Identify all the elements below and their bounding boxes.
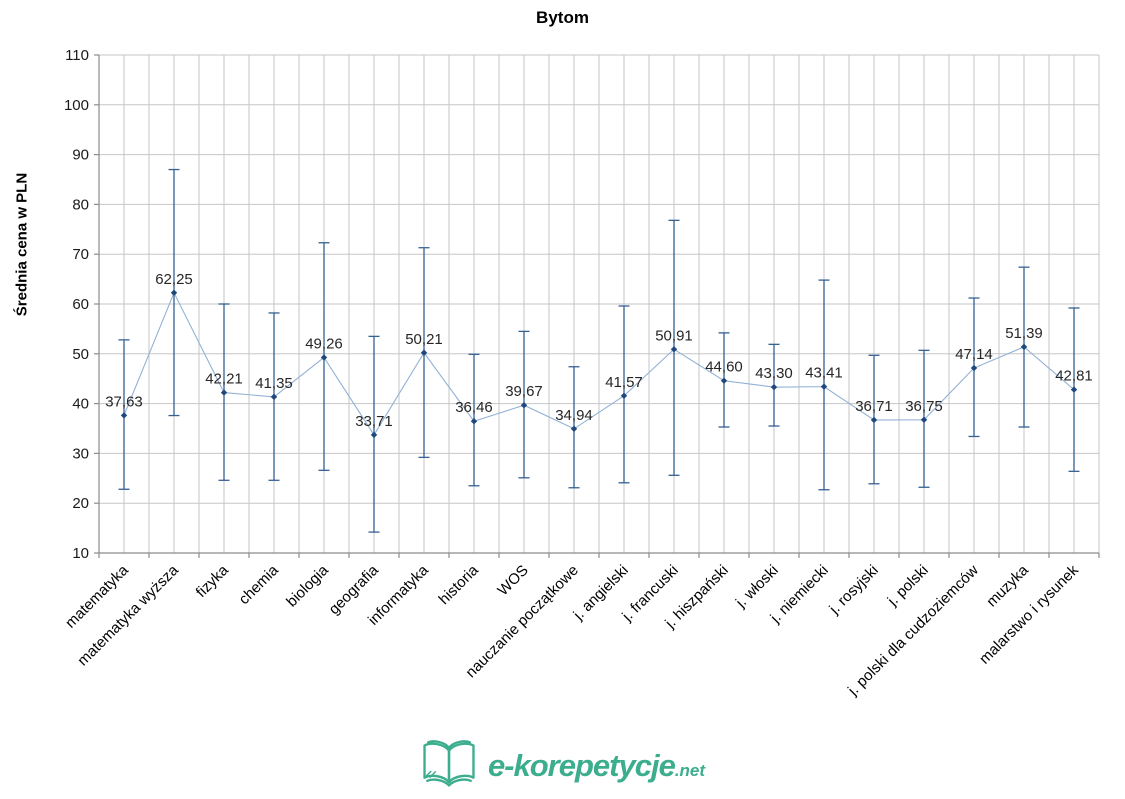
data-label: 37,63 [105,393,143,410]
logo-text: e-korepetycje.net [488,750,705,781]
data-label: 39,67 [505,383,543,400]
data-label: 43,41 [805,365,843,382]
data-point-marker [870,416,878,424]
data-point-marker [820,383,828,390]
data-label: 41,35 [255,375,293,392]
data-point-marker [720,377,728,384]
data-point-marker [620,392,628,399]
data-point-marker [420,349,428,356]
y-tick-label: 30 [72,445,89,462]
data-label: 50,91 [655,327,693,344]
data-point-markers [120,289,1078,439]
y-tick-label: 40 [72,396,89,413]
data-point-marker [370,431,378,439]
price-chart: 102030405060708090100110matematykamatema… [62,47,1100,700]
data-point-marker [770,383,778,391]
x-tick-label: chemia [236,561,283,608]
data-label: 42,81 [1055,368,1093,385]
x-tick-label: j. włoski [732,562,782,612]
x-tick-label: j. polski [884,562,932,610]
data-point-marker [670,346,678,353]
data-label: 41,57 [605,374,643,391]
data-point-marker [470,418,478,425]
axes [94,54,1100,558]
open-book-icon [423,740,475,787]
data-point-marker [170,289,178,296]
x-tick-label: j. rosyjski [825,562,881,618]
data-label: 44,60 [705,359,743,376]
data-point-marker [220,389,228,396]
data-point-marker [1020,343,1028,351]
data-point-marker [920,416,928,423]
data-label: 51,39 [1005,325,1043,342]
y-tick-label: 80 [72,196,89,213]
data-label: 49,26 [305,335,343,352]
data-label: 50,21 [405,331,443,348]
data-labels: 37,63 62,25 42,21 41,35 49,26 33,71 50,21 36,46… [105,271,1093,430]
data-label: 36,46 [455,399,493,416]
data-point-marker [970,364,978,372]
x-tick-label: malarstwo i rysunek [976,561,1082,667]
chart-title: Bytom [536,8,589,27]
data-point-marker [1070,386,1078,393]
y-tick-labels: 10 20 30 40 50 60 70 80 90 100 110 [64,47,89,562]
data-label: 36,71 [855,398,893,415]
y-tick-label: 50 [72,346,89,363]
y-tick-label: 60 [72,296,89,313]
x-tick-label: matematyka wyższa [74,561,182,669]
gridlines [98,54,1100,554]
x-tick-label: historia [436,561,483,608]
y-tick-label: 90 [72,147,89,164]
data-point-marker [320,354,328,361]
logo-tld: .net [674,760,706,780]
footer-logo: e-korepetycje.net [0,733,1125,797]
price-line [123,291,1075,436]
y-tick-label: 110 [65,47,89,64]
data-label: 33,71 [355,413,393,430]
data-point-marker [570,425,578,432]
data-point-marker [520,402,528,409]
y-tick-label: 20 [72,495,89,512]
data-label: 47,14 [955,346,993,363]
data-label: 36,75 [905,398,943,415]
y-tick-label: 100 [64,97,89,114]
data-label: 43,30 [755,365,793,382]
data-label: 62,25 [155,271,193,288]
x-tick-label: fizyka [193,561,233,601]
y-tick-label: 70 [72,246,89,263]
series-line [123,291,1075,436]
data-point-marker [270,393,278,401]
data-label: 34,94 [555,407,593,424]
data-point-marker [120,412,128,419]
y-tick-label: 10 [72,545,89,562]
data-label: 42,21 [205,371,243,388]
x-tick-label: biologia [283,561,332,610]
x-tick-label: WOS [494,562,531,599]
x-tick-label: muzyka [983,561,1032,610]
logo-brand-name: e-korepetycje [487,747,676,783]
